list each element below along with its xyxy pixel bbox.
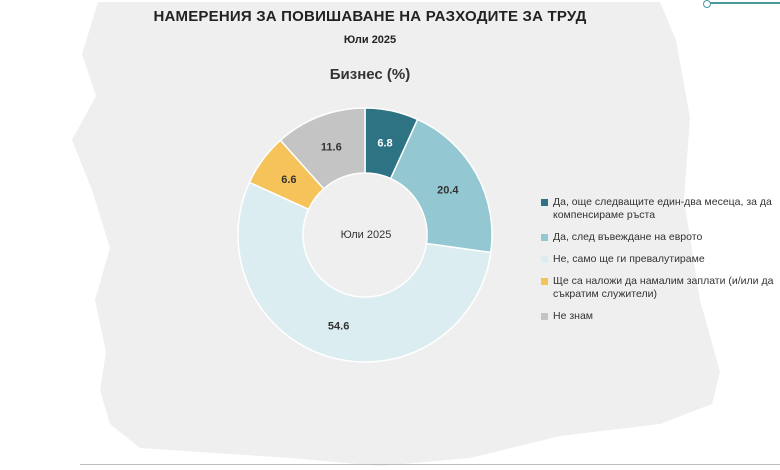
legend-swatch [541,278,548,285]
slice-value-label-2: 20.4 [437,184,459,196]
page-title: НАМЕРЕНИЯ ЗА ПОВИШАВАНЕ НА РАЗХОДИТЕ ЗА … [153,8,587,25]
legend-swatch [541,256,548,263]
chart-title: Бизнес (%) [329,66,411,83]
legend-label: Ще са наложи да намалим заплати (и/или д… [553,275,774,300]
legend-item-2: Да, след въвеждане на еврото [541,231,780,244]
legend-item-4: Ще са наложи да намалим заплати (и/или д… [541,275,780,301]
corner-decoration-dot [703,0,711,8]
donut-slice-2 [389,118,493,254]
donut-center-label: Юли 2025 [341,229,392,241]
slice-value-label-5: 11.6 [321,142,342,154]
bottom-divider [80,464,780,465]
legend-item-1: Да, още следващите един-два месеца, за д… [541,196,780,222]
legend-swatch [541,199,548,206]
legend-label: Не знам [553,310,594,322]
corner-decoration-line [707,2,780,4]
page-subtitle: Юли 2025 [343,34,397,46]
legend-swatch [541,234,548,241]
legend-item-5: Не знам [541,310,780,323]
slice-value-label-3: 54.6 [328,321,349,333]
legend-swatch [541,313,548,320]
slice-value-label-1: 6.8 [377,138,392,150]
slice-value-label-4: 6.6 [281,174,296,186]
donut-slice-5 [279,107,366,190]
donut-slice-3 [237,181,492,363]
legend-label: Да, след въвеждане на еврото [553,231,703,243]
legend-label: Не, само ще ги превалутираме [553,253,705,265]
legend-item-3: Не, само ще ги превалутираме [541,253,780,266]
chart-legend: Да, още следващите един-два месеца, за д… [541,196,780,332]
legend-label: Да, още следващите един-два месеца, за д… [553,196,772,221]
